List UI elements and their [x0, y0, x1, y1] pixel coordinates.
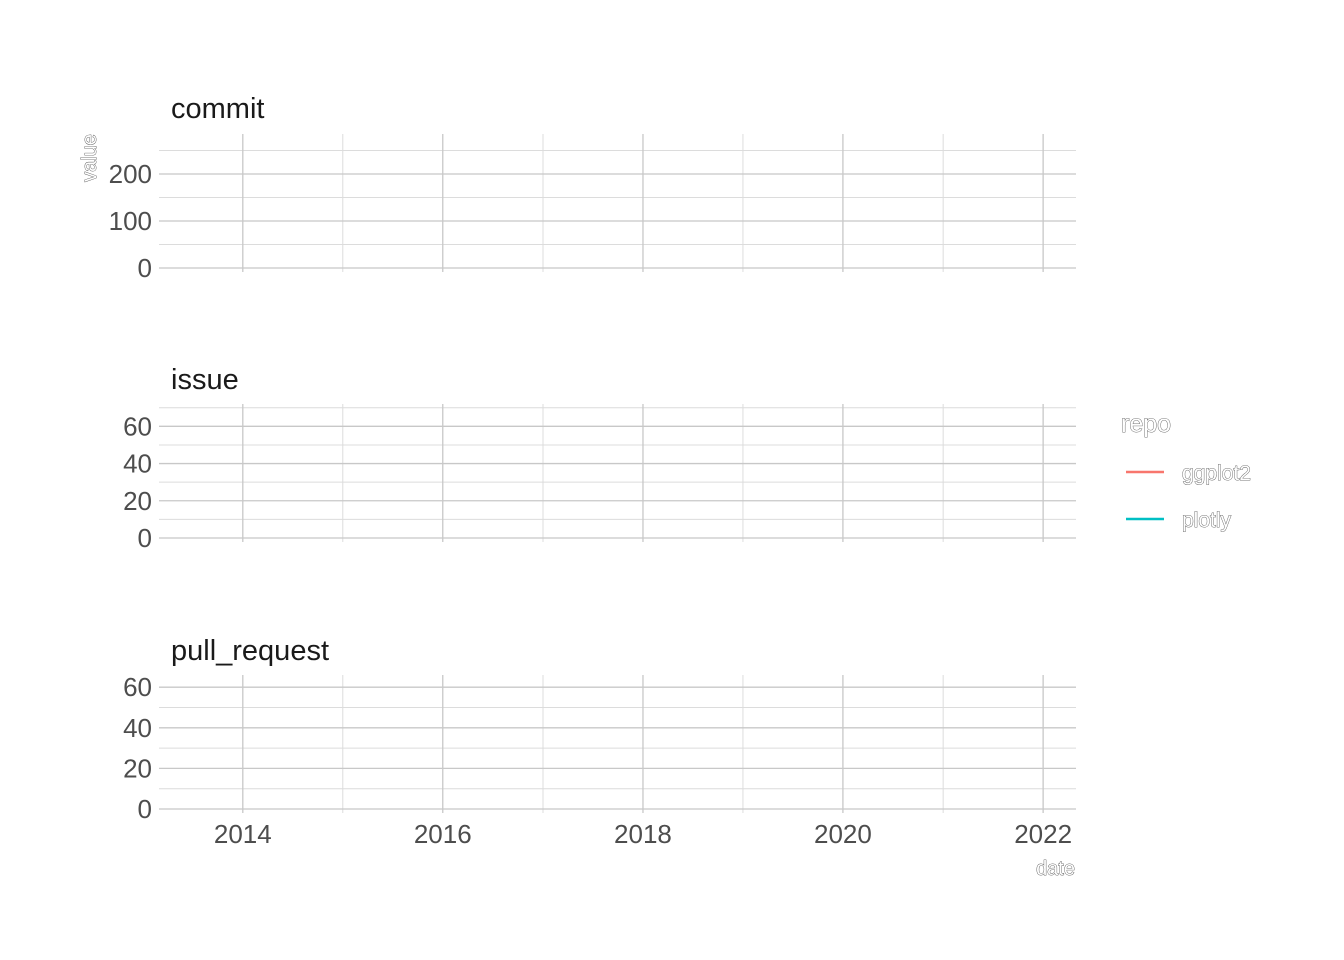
y-tick-label: 20 — [123, 486, 152, 516]
x-tick-label: 2022 — [1014, 819, 1072, 849]
x-axis-title: date — [1036, 858, 1075, 880]
legend-label: ggplot2 — [1182, 462, 1251, 485]
y-tick-label: 100 — [109, 206, 152, 236]
legend: repo ggplot2 plotly — [1121, 410, 1252, 533]
y-tick-label: 40 — [123, 713, 152, 743]
panel-issue: 0 20 40 60 issue — [123, 364, 1076, 553]
x-tick-label: 2018 — [614, 819, 672, 849]
panel-title: issue — [171, 364, 239, 396]
panel-title: pull_request — [171, 635, 329, 667]
y-tick-label: 0 — [138, 794, 152, 824]
y-tick-label: 200 — [109, 159, 152, 189]
y-tick-label: 0 — [138, 253, 152, 283]
x-axis: 2014 2016 2018 2020 2022 — [214, 819, 1072, 849]
legend-label: plotly — [1182, 509, 1232, 532]
x-tick-label: 2014 — [214, 819, 272, 849]
y-tick-label: 60 — [123, 411, 152, 441]
panel-title: commit — [171, 93, 264, 125]
panel-commit: 0 100 200 commit — [109, 93, 1076, 283]
y-tick-label: 40 — [123, 449, 152, 479]
legend-title: repo — [1121, 410, 1171, 438]
y-tick-label: 60 — [123, 672, 152, 702]
y-tick-label: 0 — [138, 523, 152, 553]
panel-pull_request: 0 20 40 60 pull_request — [123, 635, 1076, 824]
x-tick-label: 2016 — [414, 819, 472, 849]
y-tick-label: 20 — [123, 753, 152, 783]
y-axis-title: value — [79, 134, 101, 182]
x-tick-label: 2020 — [814, 819, 872, 849]
panels-group: 0 100 200 commit 0 20 40 60 issue 0 20 40 60 pull_req… — [109, 93, 1076, 824]
